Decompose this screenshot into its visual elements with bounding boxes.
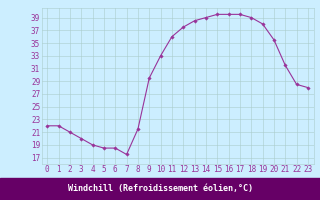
Text: Windchill (Refroidissement éolien,°C): Windchill (Refroidissement éolien,°C) xyxy=(68,184,252,194)
